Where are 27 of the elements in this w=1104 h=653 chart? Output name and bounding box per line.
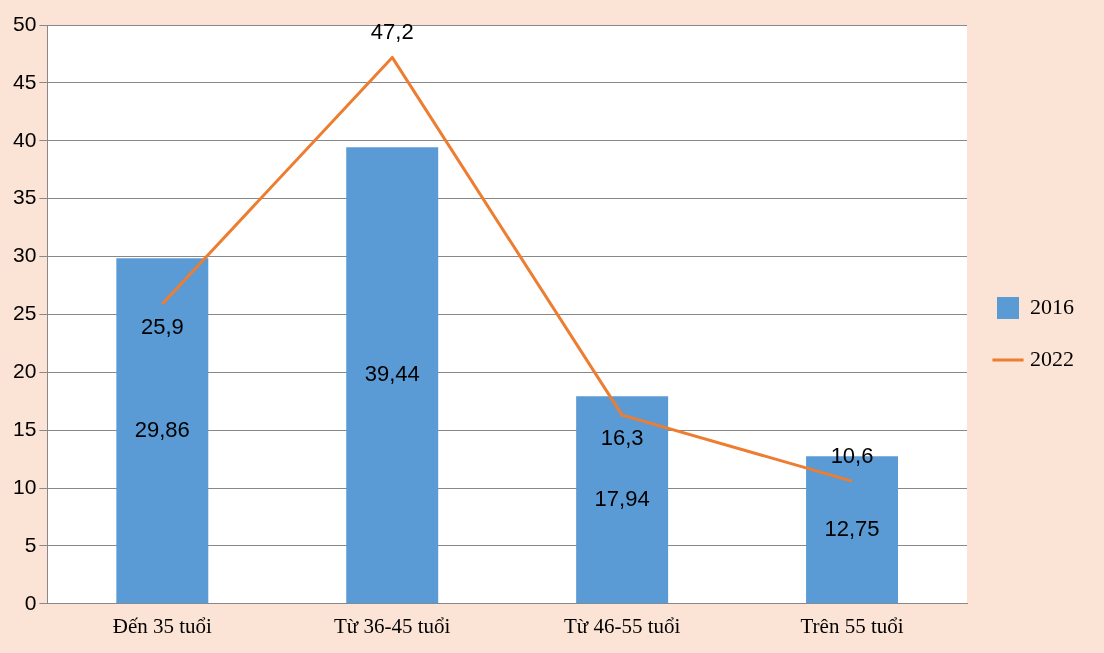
bar	[116, 258, 209, 604]
data-label: 25,9	[140, 314, 184, 340]
y-tick-label: 25	[13, 301, 37, 325]
y-tick-label: 50	[13, 11, 37, 35]
y-tick-label: 30	[13, 243, 37, 267]
bar	[576, 396, 669, 604]
data-label: 39,44	[364, 361, 420, 387]
legend-label: 2022	[1030, 345, 1074, 371]
bar	[346, 147, 439, 604]
x-tick-label: Trên 55 tuổi	[800, 613, 904, 638]
data-label: 17,94	[594, 485, 650, 511]
x-tick-label: Từ 36-45 tuổi	[334, 613, 451, 638]
legend-label: 2016	[1030, 293, 1074, 319]
data-label: 16,3	[600, 425, 644, 451]
y-tick-label: 35	[13, 185, 37, 209]
data-label: 29,86	[134, 416, 190, 442]
y-tick-label: 0	[24, 590, 37, 614]
x-tick-label: Đến 35 tuổi	[112, 613, 213, 638]
y-tick-label: 40	[13, 127, 37, 151]
y-tick-label: 45	[13, 69, 37, 93]
y-tick-label: 5	[24, 532, 37, 556]
data-label: 47,2	[370, 19, 414, 45]
data-label: 12,75	[824, 515, 880, 541]
y-tick-label: 10	[13, 474, 37, 498]
x-tick-label: Từ 46-55 tuổi	[563, 613, 681, 638]
y-tick-label: 15	[13, 416, 37, 440]
y-tick-label: 20	[13, 359, 37, 383]
